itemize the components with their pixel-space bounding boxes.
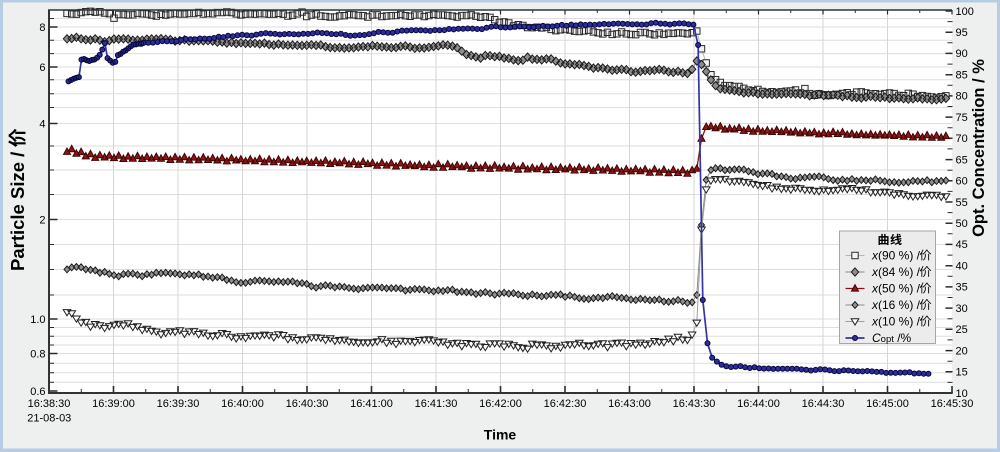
svg-text:Copt /%: Copt /% [872,331,912,345]
svg-text:16:42:00: 16:42:00 [479,398,522,410]
svg-text:16:44:00: 16:44:00 [737,398,780,410]
svg-text:1.0: 1.0 [30,314,45,326]
svg-text:16:45:30: 16:45:30 [931,398,974,410]
svg-text:40: 40 [956,261,968,273]
svg-text:0.6: 0.6 [30,386,45,398]
svg-text:6: 6 [39,62,45,74]
svg-text:x(90 %) /: x(90 %) / [871,249,921,263]
svg-text:35: 35 [956,282,968,294]
svg-text:50: 50 [956,218,968,230]
svg-text:16:40:00: 16:40:00 [221,398,264,410]
svg-text:16:45:00: 16:45:00 [866,398,909,410]
svg-text:21-08-03: 21-08-03 [27,413,71,425]
svg-text:16:41:00: 16:41:00 [350,398,393,410]
svg-text:85: 85 [956,70,968,82]
svg-text:x(50 %) /: x(50 %) / [871,282,921,296]
svg-text:0.8: 0.8 [30,348,45,360]
svg-text:80: 80 [956,91,968,103]
svg-text:16:39:00: 16:39:00 [92,398,135,410]
svg-text:30: 30 [956,303,968,315]
svg-text:16:41:30: 16:41:30 [415,398,458,410]
svg-text:2: 2 [39,214,45,226]
svg-text:90: 90 [956,48,968,60]
svg-text:16:42:30: 16:42:30 [544,398,587,410]
svg-text:16:38:30: 16:38:30 [28,398,71,410]
svg-text:10: 10 [956,388,968,400]
svg-text:8: 8 [39,22,45,34]
svg-text:16:44:30: 16:44:30 [802,398,845,410]
svg-text:75: 75 [956,112,968,124]
svg-text:15: 15 [956,367,968,379]
svg-text:60: 60 [956,176,968,188]
svg-text:25: 25 [956,324,968,336]
svg-text:45: 45 [956,239,968,251]
svg-text:65: 65 [956,154,968,166]
svg-text:Opt. Concentration / %: Opt. Concentration / % [970,59,988,237]
svg-text:Time: Time [484,427,517,443]
svg-text:16:43:30: 16:43:30 [673,398,716,410]
svg-text:100: 100 [956,6,974,18]
svg-text:x(10 %) /: x(10 %) / [871,315,921,329]
svg-text:16:43:00: 16:43:00 [608,398,651,410]
svg-text:16:39:30: 16:39:30 [157,398,200,410]
svg-text:16:40:30: 16:40:30 [286,398,329,410]
svg-text:x(84 %) /: x(84 %) / [871,265,921,279]
svg-text:Particle Size /: Particle Size / [7,152,28,271]
svg-text:55: 55 [956,197,968,209]
svg-text:95: 95 [956,27,968,39]
svg-text:70: 70 [956,133,968,145]
svg-text:4: 4 [39,118,45,130]
svg-text:x(16 %) /: x(16 %) / [871,298,921,312]
svg-text:20: 20 [956,345,968,357]
